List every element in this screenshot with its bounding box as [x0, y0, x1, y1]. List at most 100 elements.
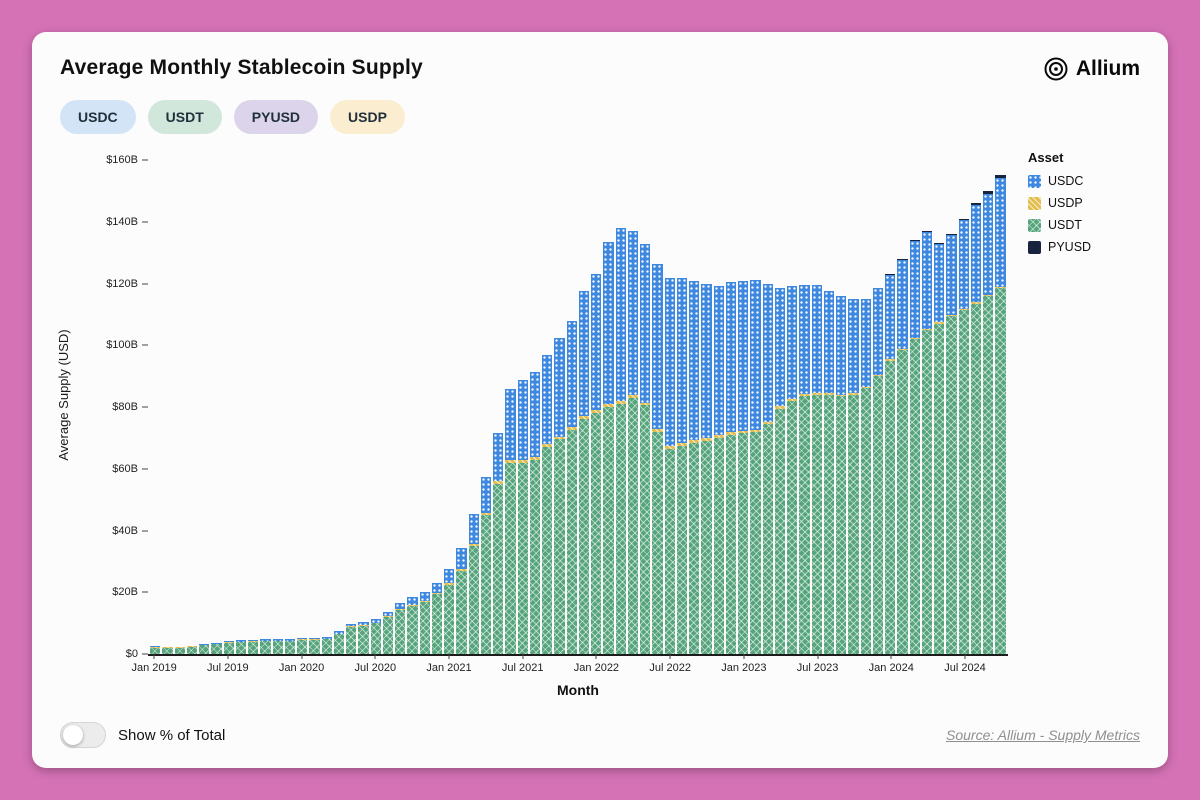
bar-dec-2020[interactable]	[431, 160, 442, 654]
bar-segment-usdt[interactable]	[983, 295, 994, 654]
bar-segment-usdt[interactable]	[199, 645, 210, 654]
bar-segment-usdt[interactable]	[811, 394, 822, 654]
bar-segment-usdp[interactable]	[836, 394, 847, 397]
bar-dec-2023[interactable]	[872, 160, 883, 654]
bar-segment-usdp[interactable]	[395, 608, 406, 610]
bar-segment-usdp[interactable]	[615, 401, 626, 404]
bar-nov-2022[interactable]	[713, 160, 724, 654]
bar-segment-usdp[interactable]	[517, 459, 528, 463]
bar-jul-2021[interactable]	[517, 160, 528, 654]
bar-segment-usdc[interactable]	[750, 279, 761, 430]
bar-segment-usdt[interactable]	[603, 407, 614, 654]
bar-segment-usdp[interactable]	[921, 328, 932, 330]
bar-aug-2019[interactable]	[235, 160, 246, 654]
bar-segment-usdp[interactable]	[468, 543, 479, 546]
bar-segment-usdp[interactable]	[297, 639, 308, 640]
bar-segment-usdc[interactable]	[787, 286, 798, 399]
bar-segment-usdt[interactable]	[468, 545, 479, 654]
bar-segment-usdt[interactable]	[358, 625, 369, 654]
bar-may-2022[interactable]	[640, 160, 651, 654]
bar-segment-usdc[interactable]	[346, 624, 357, 627]
bar-segment-usdt[interactable]	[909, 339, 920, 654]
bar-segment-pyusd[interactable]	[970, 203, 981, 206]
bar-segment-usdp[interactable]	[284, 640, 295, 642]
bar-segment-usdt[interactable]	[995, 288, 1006, 654]
bar-segment-usdc[interactable]	[738, 281, 749, 431]
bar-segment-usdp[interactable]	[848, 393, 859, 395]
bar-segment-usdp[interactable]	[309, 639, 320, 640]
bar-nov-2020[interactable]	[419, 160, 430, 654]
bar-segment-usdp[interactable]	[934, 322, 945, 324]
bar-may-2020[interactable]	[346, 160, 357, 654]
bar-segment-pyusd[interactable]	[921, 231, 932, 232]
bar-segment-usdc[interactable]	[309, 637, 320, 640]
bar-segment-usdp[interactable]	[591, 410, 602, 414]
bar-segment-usdc[interactable]	[529, 371, 540, 457]
bar-segment-usdp[interactable]	[983, 294, 994, 296]
bar-segment-pyusd[interactable]	[958, 218, 969, 221]
bar-segment-usdc[interactable]	[444, 568, 455, 584]
bar-segment-usdt[interactable]	[480, 515, 491, 654]
bar-segment-usdt[interactable]	[848, 394, 859, 654]
bar-jul-2019[interactable]	[223, 160, 234, 654]
bar-segment-usdc[interactable]	[774, 287, 785, 407]
bar-segment-usdt[interactable]	[787, 400, 798, 654]
bar-segment-usdc[interactable]	[762, 284, 773, 422]
bar-segment-usdc[interactable]	[248, 639, 259, 642]
bar-dec-2022[interactable]	[725, 160, 736, 654]
bar-segment-usdt[interactable]	[627, 397, 638, 654]
filter-pill-usdt[interactable]: USDT	[147, 100, 222, 134]
bar-segment-usdp[interactable]	[774, 406, 785, 409]
bar-segment-usdp[interactable]	[346, 626, 357, 627]
legend-item-usdp[interactable]: USDP	[1028, 196, 1140, 210]
bar-segment-usdc[interactable]	[640, 243, 651, 403]
bar-jan-2019[interactable]	[150, 160, 161, 654]
bar-jan-2022[interactable]	[591, 160, 602, 654]
bar-segment-usdp[interactable]	[958, 308, 969, 310]
bar-segment-usdc[interactable]	[603, 241, 614, 405]
bar-segment-usdc[interactable]	[370, 619, 381, 623]
bar-segment-usdt[interactable]	[407, 605, 418, 654]
bar-segment-usdt[interactable]	[958, 309, 969, 654]
bar-segment-usdc[interactable]	[848, 298, 859, 394]
bar-segment-usdc[interactable]	[836, 295, 847, 395]
bar-dec-2019[interactable]	[284, 160, 295, 654]
bar-segment-usdp[interactable]	[762, 421, 773, 424]
bar-segment-usdc[interactable]	[885, 275, 896, 360]
bar-segment-usdc[interactable]	[480, 477, 491, 513]
bar-jan-2024[interactable]	[885, 160, 896, 654]
bar-segment-usdp[interactable]	[872, 374, 883, 377]
bar-feb-2020[interactable]	[309, 160, 320, 654]
bar-feb-2024[interactable]	[897, 160, 908, 654]
bar-segment-usdc[interactable]	[909, 241, 920, 338]
bar-segment-usdt[interactable]	[701, 440, 712, 654]
bar-jul-2020[interactable]	[370, 160, 381, 654]
bar-segment-usdc[interactable]	[297, 637, 308, 640]
bar-segment-usdc[interactable]	[946, 235, 957, 315]
bar-feb-2019[interactable]	[162, 160, 173, 654]
bar-oct-2019[interactable]	[260, 160, 271, 654]
bar-jun-2020[interactable]	[358, 160, 369, 654]
bar-segment-usdt[interactable]	[162, 647, 173, 654]
bar-segment-usdc[interactable]	[958, 220, 969, 309]
bar-segment-usdt[interactable]	[615, 403, 626, 654]
bar-segment-usdt[interactable]	[946, 315, 957, 654]
bar-segment-usdt[interactable]	[395, 609, 406, 654]
bar-segment-usdc[interactable]	[652, 263, 663, 429]
bar-segment-pyusd[interactable]	[909, 240, 920, 242]
bar-segment-usdc[interactable]	[333, 631, 344, 634]
filter-pill-usdc[interactable]: USDC	[60, 100, 136, 134]
bar-segment-pyusd[interactable]	[995, 175, 1006, 178]
bar-apr-2021[interactable]	[480, 160, 491, 654]
bar-apr-2023[interactable]	[774, 160, 785, 654]
bar-segment-usdt[interactable]	[738, 433, 749, 654]
bar-segment-usdt[interactable]	[885, 360, 896, 654]
bar-segment-usdp[interactable]	[909, 337, 920, 340]
bar-segment-usdt[interactable]	[211, 644, 222, 654]
bar-apr-2020[interactable]	[333, 160, 344, 654]
bar-oct-2020[interactable]	[407, 160, 418, 654]
bar-segment-usdc[interactable]	[689, 280, 700, 440]
bar-mar-2020[interactable]	[321, 160, 332, 654]
bar-segment-usdc[interactable]	[725, 282, 736, 433]
bar-segment-usdp[interactable]	[554, 436, 565, 440]
